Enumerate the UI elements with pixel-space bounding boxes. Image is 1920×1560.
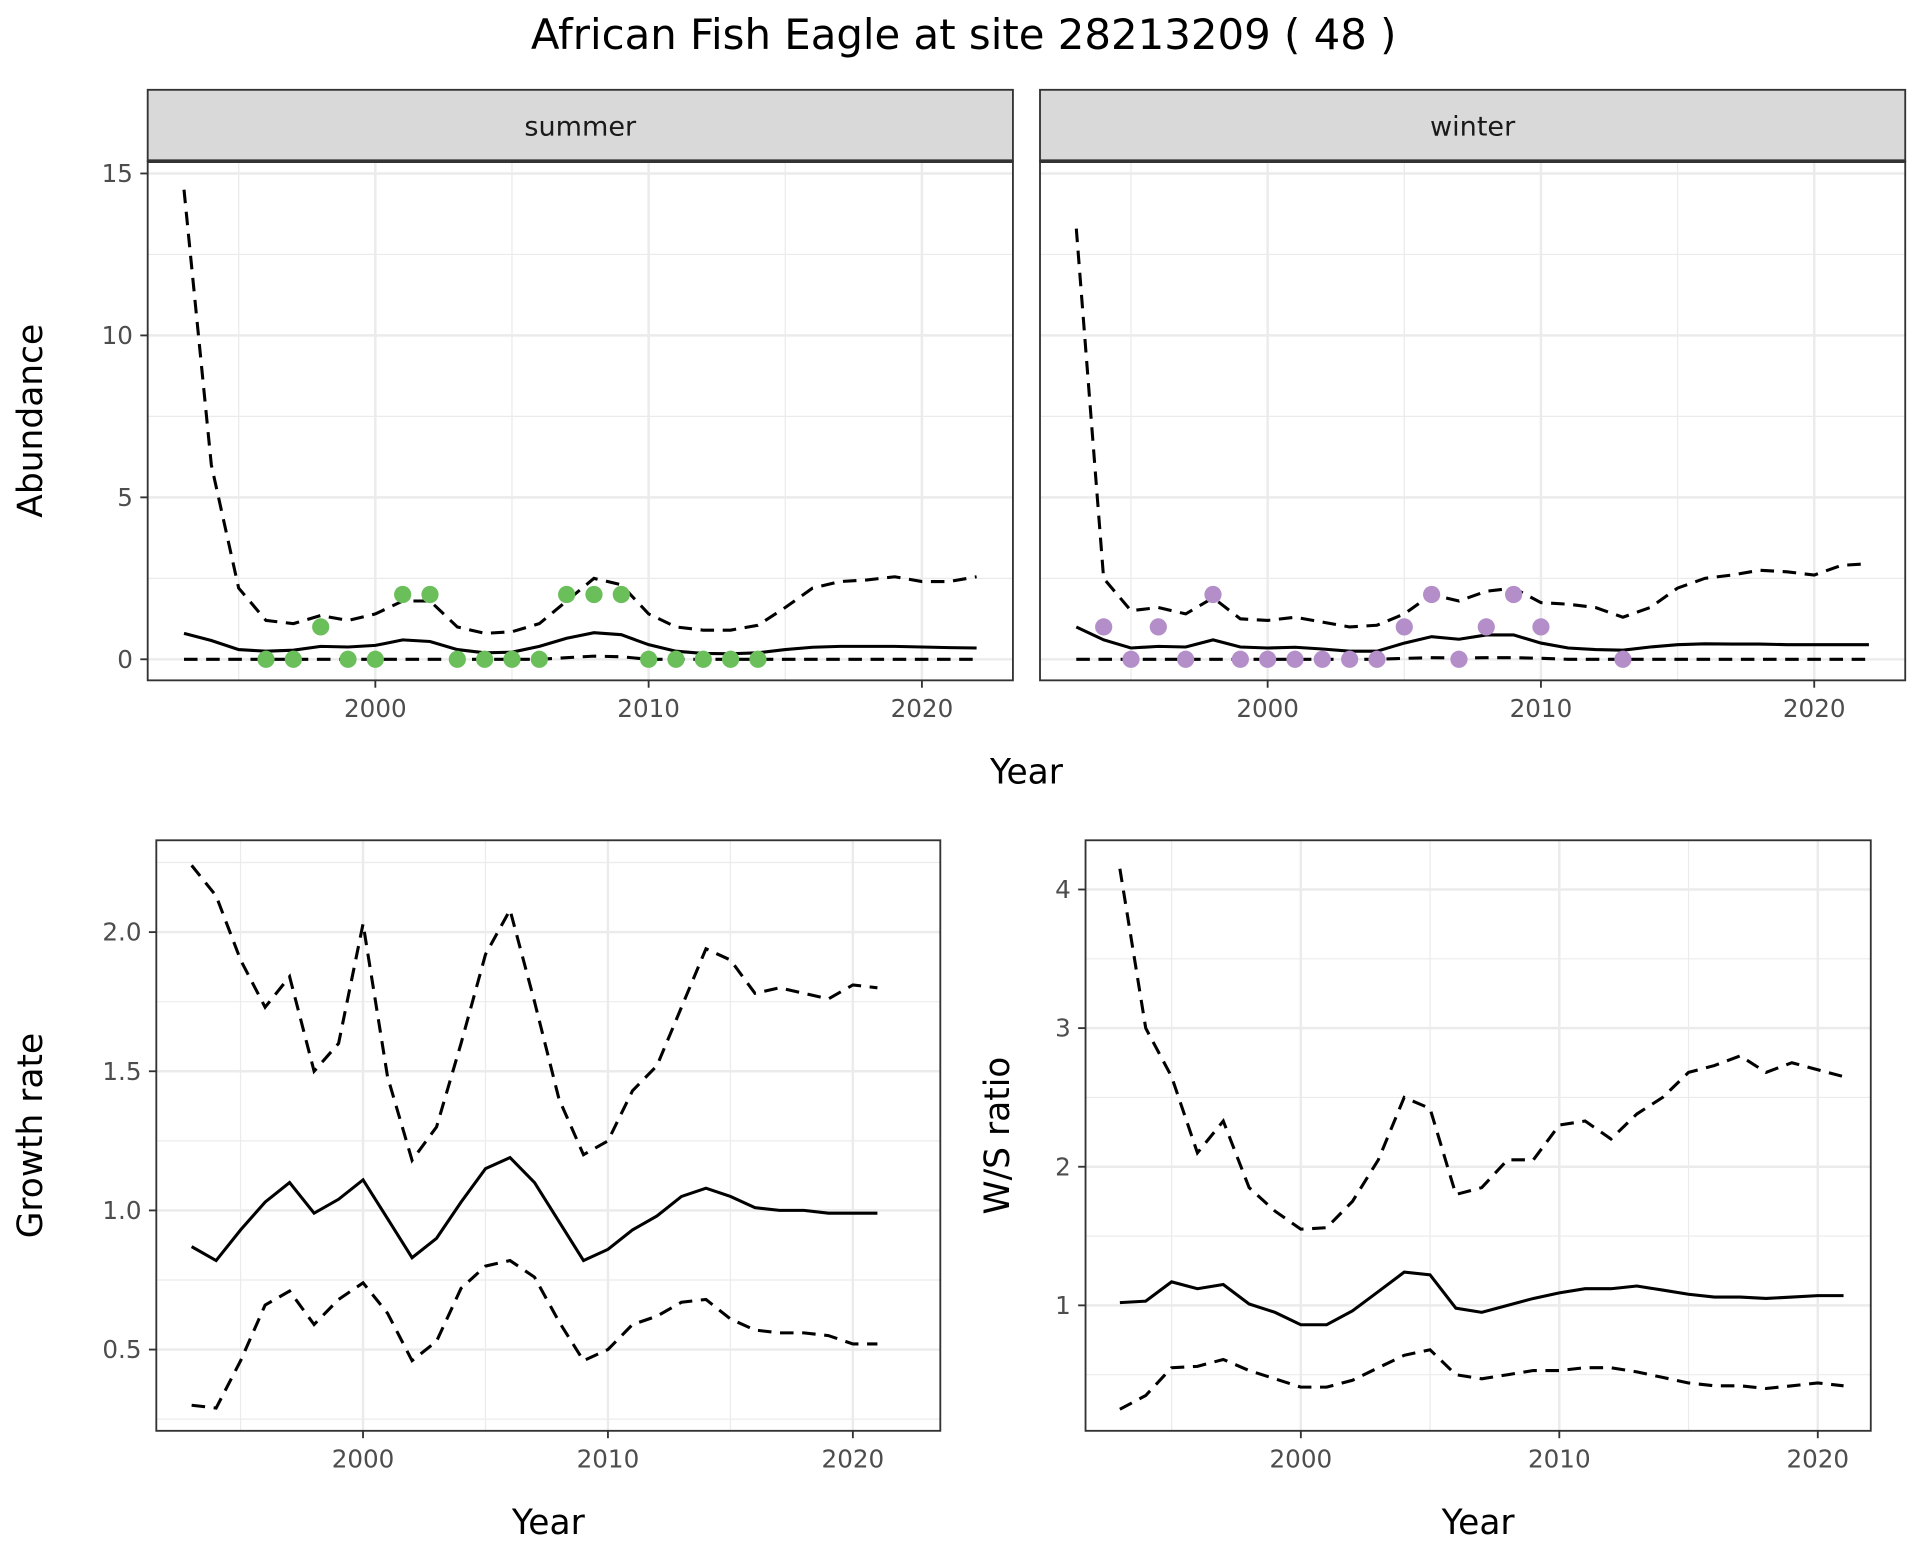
x-tick-label: 2020 <box>1783 694 1846 723</box>
facet-label: summer <box>524 111 637 142</box>
data-point <box>1122 650 1140 668</box>
data-point <box>1313 650 1331 668</box>
mean-line <box>1075 625 1869 653</box>
data-point <box>640 650 658 668</box>
panel-ws: 2000 2010 2020 1 2 3 4 W/S ratio Year <box>978 839 1872 1543</box>
chart-title: African Fish Eagle at site 28213209 ( 48… <box>531 10 1397 59</box>
plot-background <box>147 161 1013 681</box>
panel-growth: 2000 2010 2020 0.5 1.0 1.5 2.0 Growth rate Year <box>11 839 942 1543</box>
mean-line <box>1119 1270 1844 1327</box>
upper-ci-line <box>1118 868 1844 1231</box>
x-tick-label: 2000 <box>1236 694 1299 723</box>
data-point <box>1614 650 1632 668</box>
y-tick-label: 2.0 <box>102 918 141 947</box>
x-tick-label: 2020 <box>891 694 954 723</box>
data-point <box>585 585 603 604</box>
y-tick-label: 15 <box>102 159 133 188</box>
data-point <box>530 650 548 668</box>
data-point <box>612 585 630 604</box>
data-point <box>476 650 494 668</box>
x-tick-label: 2000 <box>1270 1445 1333 1474</box>
data-point <box>1477 618 1495 636</box>
data-point <box>366 650 384 668</box>
data-point <box>1177 650 1195 668</box>
data-point <box>503 650 521 668</box>
data-point <box>1450 650 1468 668</box>
data-point <box>1341 650 1359 668</box>
panel-border <box>155 839 942 1432</box>
upper-ci-line <box>190 864 878 1164</box>
data-point <box>339 650 357 668</box>
data-point <box>1395 618 1413 636</box>
data-point <box>558 585 576 604</box>
plot-background <box>156 840 941 1431</box>
data-point <box>1204 585 1222 604</box>
top-x-axis-label: Year <box>989 753 1064 793</box>
y-tick-label: 5 <box>117 483 133 512</box>
data-point <box>1259 650 1277 668</box>
data-point <box>1149 618 1167 636</box>
x-tick-label: 2010 <box>1528 1445 1591 1474</box>
x-tick-label: 2010 <box>1510 694 1573 723</box>
lower-ci-line <box>191 1258 878 1410</box>
y-tick-label: 4 <box>1055 875 1071 904</box>
x-tick-label: 2020 <box>1786 1445 1849 1474</box>
y-tick-label: 0.5 <box>102 1335 141 1364</box>
y-axis-label: Abundance <box>11 324 51 518</box>
data-point <box>1095 618 1113 636</box>
data-point <box>394 585 412 604</box>
x-tick-label: 2010 <box>617 694 680 723</box>
facet-strip <box>1039 88 1907 163</box>
x-tick-label: 2020 <box>822 1445 885 1474</box>
plot-background <box>1085 840 1871 1431</box>
upper-ci-line <box>182 189 977 635</box>
y-tick-label: 1.0 <box>102 1196 141 1225</box>
data-point <box>1286 650 1304 668</box>
y-tick-label: 3 <box>1055 1014 1071 1043</box>
mean-line <box>183 631 977 656</box>
mean-line <box>190 1155 878 1263</box>
data-point <box>1423 585 1441 604</box>
data-point <box>749 650 767 668</box>
y-tick-label: 0 <box>117 645 133 674</box>
x-axis-label: Year <box>511 1503 586 1543</box>
panel-winter: winter 2000 2010 2020 <box>1039 88 1907 723</box>
data-point <box>1231 650 1249 668</box>
data-point <box>448 650 466 668</box>
panel-border <box>1084 839 1872 1432</box>
data-point <box>694 650 712 668</box>
data-point <box>421 585 439 604</box>
y-tick-label: 1 <box>1055 1291 1071 1320</box>
x-tick-label: 2000 <box>344 694 407 723</box>
x-tick-label: 2000 <box>332 1445 395 1474</box>
y-tick-label: 10 <box>102 321 133 350</box>
plot-background <box>1040 161 1906 681</box>
facet-label: winter <box>1430 111 1516 142</box>
data-point <box>257 650 275 668</box>
data-point <box>1368 650 1386 668</box>
data-point <box>667 650 685 668</box>
y-tick-label: 2 <box>1055 1152 1071 1181</box>
data-point <box>1504 585 1523 604</box>
x-axis-label: Year <box>1441 1503 1516 1543</box>
data-point <box>722 650 740 668</box>
y-tick-label: 1.5 <box>102 1057 141 1086</box>
y-axis-label: W/S ratio <box>978 1057 1018 1215</box>
data-point <box>1532 618 1550 636</box>
x-tick-label: 2010 <box>577 1445 640 1474</box>
lower-ci-line <box>1119 1348 1844 1411</box>
data-point <box>284 650 302 668</box>
y-axis-label: Growth rate <box>11 1033 51 1239</box>
data-point <box>312 618 330 636</box>
panel-summer: summer 2000 2010 2020 0 5 10 15 Abundance <box>11 88 1014 723</box>
